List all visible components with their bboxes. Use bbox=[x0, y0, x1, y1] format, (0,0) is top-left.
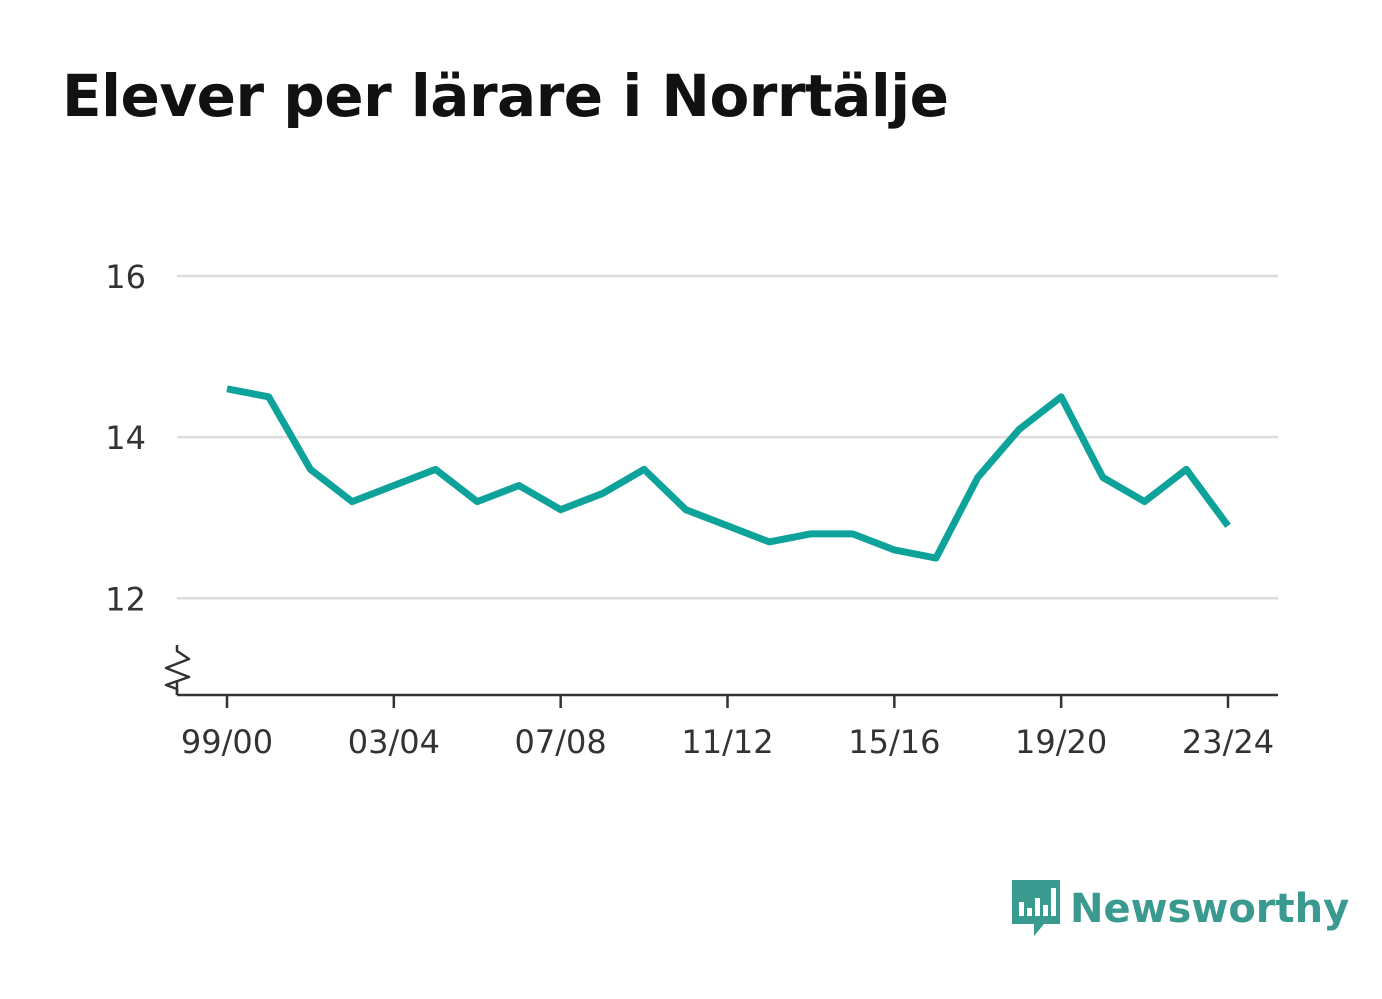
y-tick-label: 14 bbox=[105, 419, 146, 457]
x-tick-label: 07/08 bbox=[515, 723, 607, 761]
series-line-0 bbox=[226, 385, 1231, 562]
x-axis-ticks: 99/00 03/04 07/08 11/12 15/16 19/20 23/24 bbox=[181, 695, 1274, 761]
x-tick-label: 23/24 bbox=[1182, 723, 1274, 761]
gridlines bbox=[177, 274, 1278, 600]
x-tick-label: 19/20 bbox=[1015, 723, 1107, 761]
brand-logo: Newsworthy bbox=[1010, 878, 1349, 940]
bar-chart-speech-bubble-icon bbox=[1012, 880, 1060, 936]
y-tick-label: 12 bbox=[105, 580, 146, 618]
y-axis-ticks: 12 14 16 bbox=[105, 258, 146, 618]
brand-name: Newsworthy bbox=[1070, 886, 1350, 932]
series-group bbox=[226, 385, 1231, 562]
x-tick-label: 15/16 bbox=[848, 723, 940, 761]
x-tick-label: 03/04 bbox=[348, 723, 440, 761]
chart-title: Elever per lärare i Norrtälje bbox=[62, 62, 949, 130]
x-tick-label: 99/00 bbox=[181, 723, 273, 761]
y-tick-label: 16 bbox=[105, 258, 146, 296]
x-tick-label: 11/12 bbox=[681, 723, 773, 761]
y-axis-break-icon bbox=[164, 645, 191, 695]
